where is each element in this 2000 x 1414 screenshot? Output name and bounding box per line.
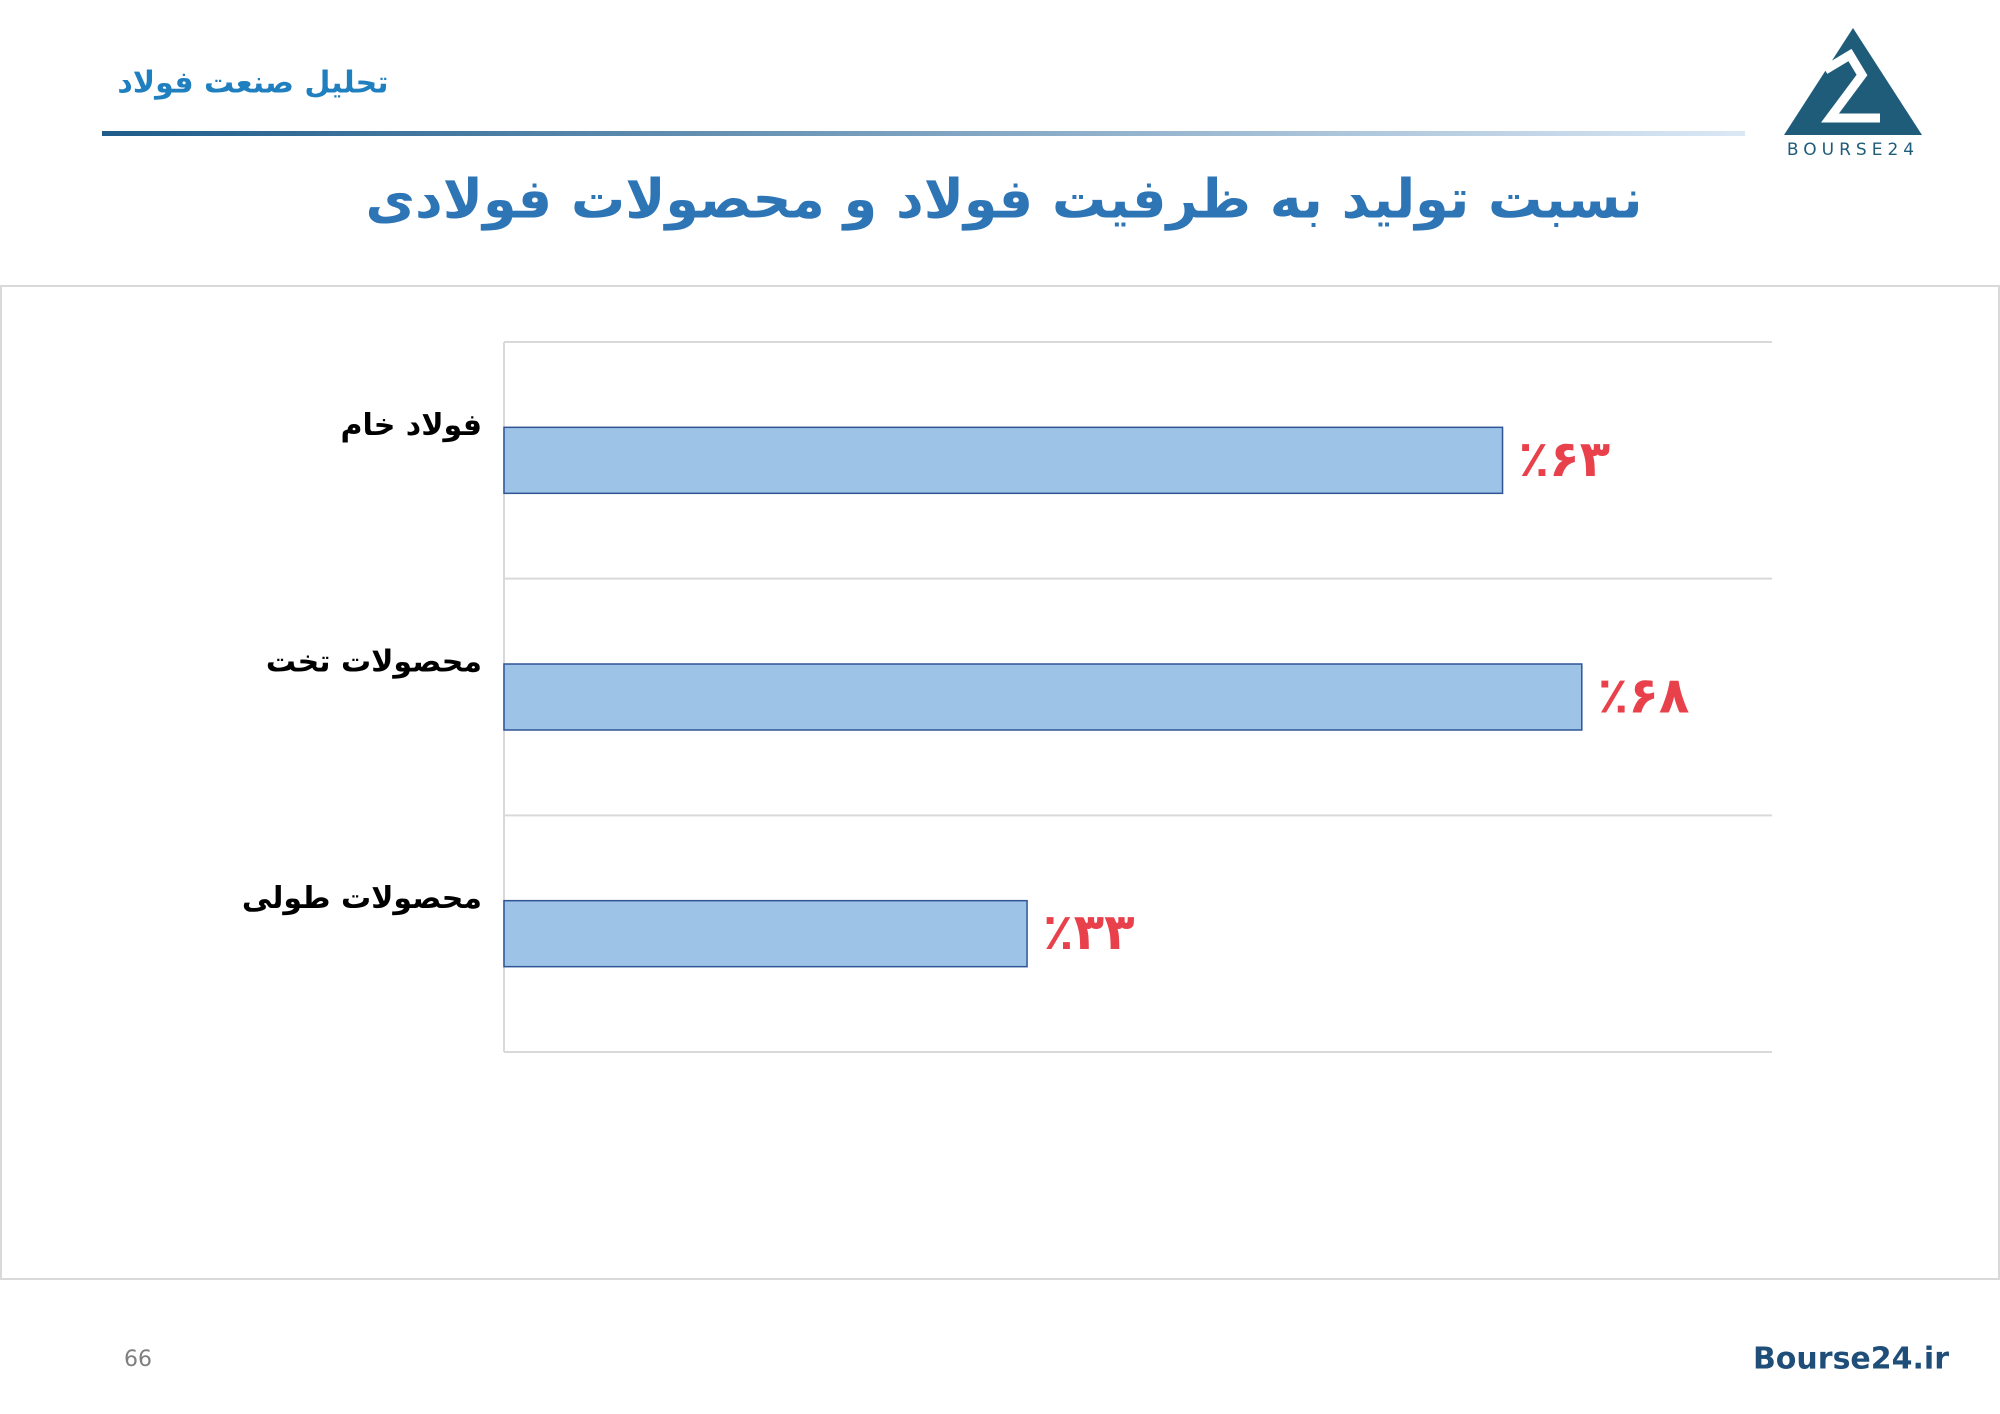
value-label: ٪۳۳	[1043, 903, 1135, 961]
category-label: محصولات طولی	[242, 881, 482, 916]
bar	[503, 663, 1583, 731]
value-label: ٪۶۸	[1598, 667, 1690, 725]
header-line	[102, 131, 1745, 136]
category-label: فولاد خام	[340, 408, 482, 443]
logo-mark	[1821, 48, 1880, 123]
page-number: 66	[124, 1347, 152, 1372]
section-title: تحلیل صنعت فولاد	[117, 66, 388, 101]
value-label: ٪۶۳	[1519, 430, 1611, 488]
logo: BOURSE24	[1784, 28, 1922, 160]
chart-title: نسبت تولید به ظرفیت فولاد و محصولات فولا…	[366, 168, 1643, 231]
bar	[503, 426, 1504, 495]
bar	[503, 899, 1028, 968]
chart-frame	[0, 285, 2000, 1280]
logo-text: BOURSE24	[1787, 140, 1919, 160]
category-label: محصولات تخت	[266, 645, 482, 680]
plot-area: فولاد خام ٪۶۳ محصولات تخت ٪۶۸ محصولات طولی ٪۳…	[242, 341, 1772, 1053]
site-url: Bourse24.ir	[1753, 1342, 1949, 1377]
